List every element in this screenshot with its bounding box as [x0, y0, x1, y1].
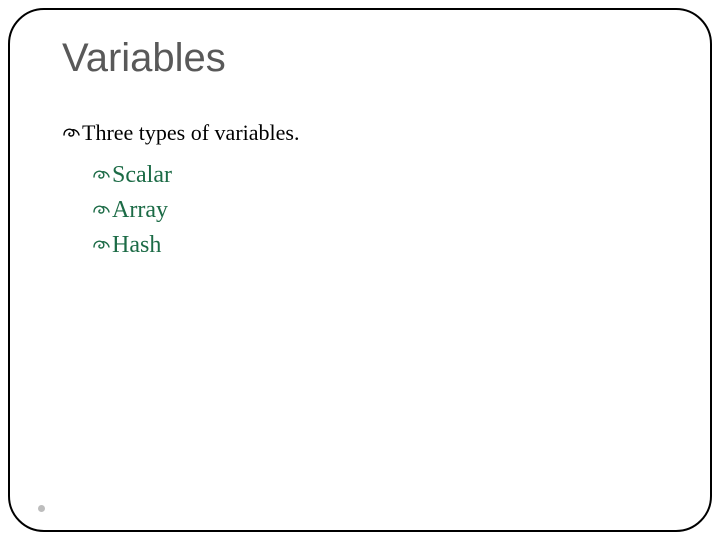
list-item: Scalar: [92, 158, 172, 193]
swirl-bullet-icon: [92, 193, 110, 228]
swirl-bullet-icon: [92, 228, 110, 263]
list-item: Array: [92, 193, 172, 228]
intro-line: Three types of variables.: [62, 120, 299, 146]
swirl-bullet-icon: [92, 158, 110, 193]
intro-text: Three types of variables.: [82, 120, 299, 145]
footer-dot-icon: [38, 505, 45, 512]
list-item-label: Array: [112, 197, 168, 223]
slide-frame: [8, 8, 712, 532]
slide: Variables Three types of variables. Scal…: [0, 0, 720, 540]
list-item-label: Scalar: [112, 162, 172, 188]
list-item-label: Hash: [112, 232, 161, 258]
slide-title: Variables: [62, 36, 226, 81]
sublist: Scalar Array Hash: [92, 158, 172, 262]
swirl-bullet-icon: [62, 120, 80, 146]
list-item: Hash: [92, 228, 172, 263]
